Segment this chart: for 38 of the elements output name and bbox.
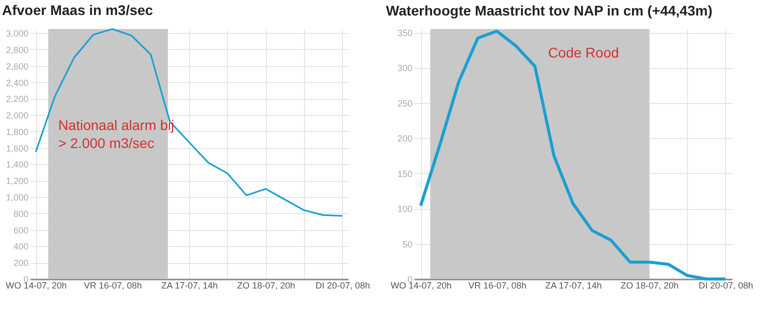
y-tick-label: 2,200 [6,94,28,104]
y-tick-label: 3,000 [6,28,28,39]
annotation: Code Rood [548,44,619,60]
y-tick-label: 1,200 [6,176,28,186]
y-tick-label: 50 [402,239,412,250]
y-tick-label: 1,400 [6,160,28,170]
x-tick-label: ZA 17-07, 14h [545,280,602,290]
chart-title: Waterhoogte Maastricht tov NAP in cm (+44,43m) [386,2,712,19]
y-tick-label: 1,000 [6,192,28,203]
y-tick-label: 1,800 [6,126,28,137]
x-tick-label: DI 20-07, 08h [315,280,370,290]
y-tick-label: 350 [397,28,412,38]
y-tick-label: 250 [397,98,412,108]
y-tick-label: 600 [13,225,28,236]
y-tick-label: 200 [397,134,412,144]
chart-title: Afvoer Maas in m3/sec [2,2,154,18]
y-tick-label: 150 [397,168,412,179]
x-tick-label: ZO 18-07, 20h [620,280,679,290]
x-tick-label: VR 16-07, 08h [84,280,142,290]
y-tick-label: 2,600 [6,61,28,72]
line-series [34,28,344,217]
y-tick-label: 2,400 [6,78,28,88]
x-tick-label: WO 14-07, 20h [390,280,452,290]
y-tick-label: 2,000 [6,110,28,121]
x-tick-label: DI 20-07, 08h [698,280,754,290]
y-tick-label: 200 [13,258,28,268]
line-series [419,30,727,280]
y-tick-label: 800 [13,208,28,219]
y-tick-label: 300 [397,63,412,74]
y-tick-label: 1,600 [6,143,28,154]
x-tick-label: VR 16-07, 08h [468,280,526,290]
y-tick-label: 100 [397,204,412,214]
x-tick-label: ZO 18-07, 20h [237,280,296,290]
x-tick-label: WO 14-07, 20h [6,280,67,290]
annotation: Nationaal alarm bij > 2.000 m3/sec [58,117,174,151]
x-tick-label: ZA 17-07, 14h [161,280,218,290]
y-tick-label: 2,800 [6,44,28,55]
y-tick-label: 400 [13,242,28,252]
